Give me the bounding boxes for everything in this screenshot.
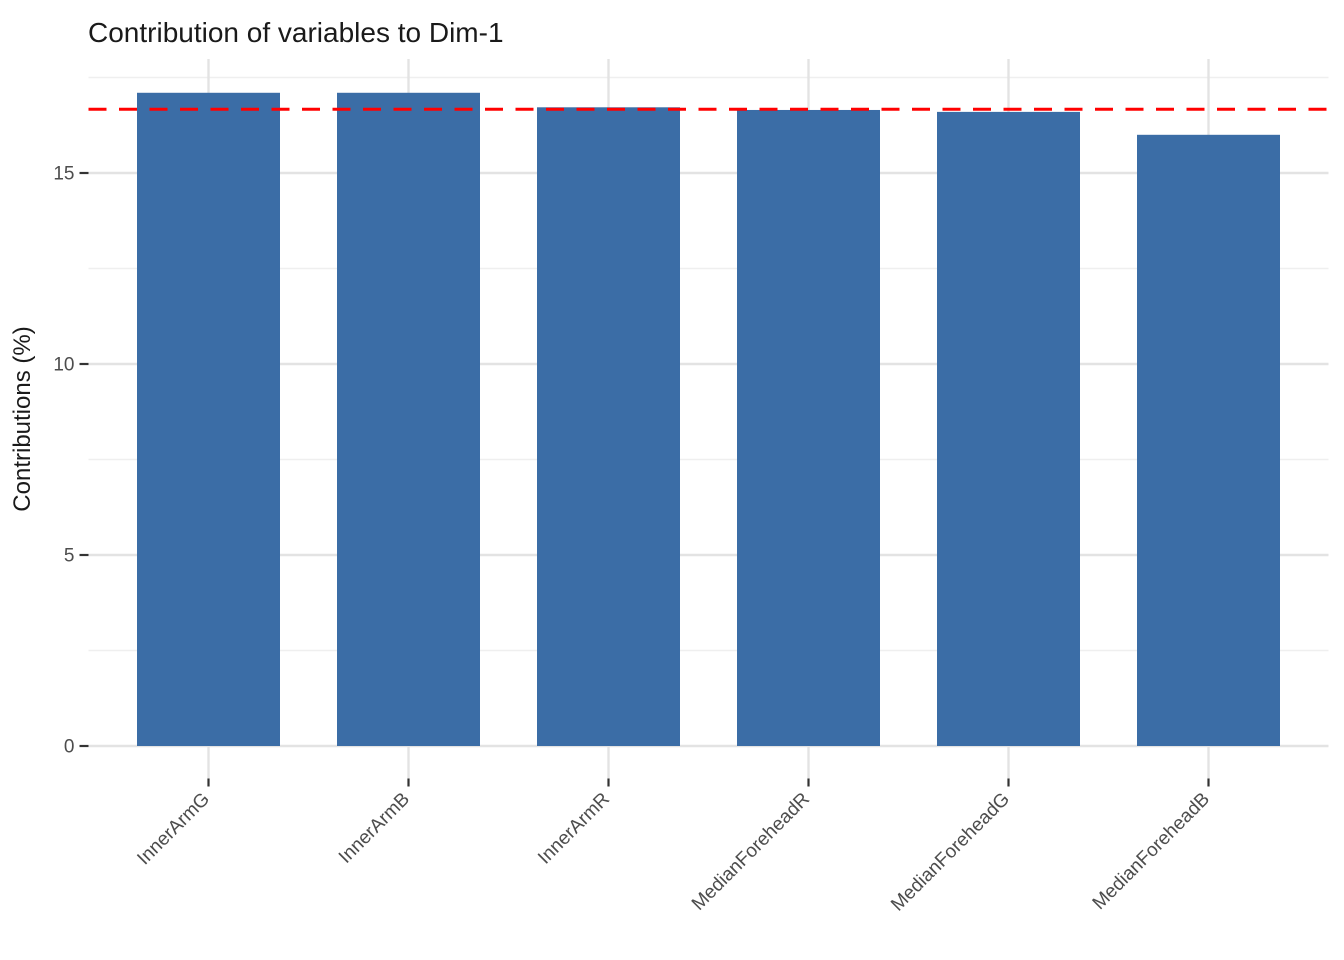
x-tick-label-MedianForeheadG: MedianForeheadG [887,789,1014,916]
bars-group [137,92,1280,747]
y-axis-title: Contributions (%) [9,326,36,511]
bar-InnerArmB [337,92,480,746]
y-axis-ticks-group [79,171,89,748]
bar-MedianForeheadR [737,109,880,747]
x-tick-label-InnerArmG: InnerArmG [133,789,214,870]
grid-minor-group [88,76,1329,652]
x-tick-label-InnerArmR: InnerArmR [534,789,614,869]
bar-MedianForeheadB [1137,134,1280,747]
x-axis-labels-group: InnerArmG InnerArmB InnerArmR MedianForehea… [133,789,1214,916]
grid-major-group [88,171,1329,748]
x-tick-label-MedianForeheadB: MedianForeheadB [1089,789,1214,914]
y-axis-labels-group: 0 5 10 15 [53,164,74,758]
y-tick-label: 0 [64,737,75,758]
bar-MedianForeheadG [937,111,1080,746]
y-tick-label: 10 [53,355,74,376]
y-tick-label: 5 [64,546,75,567]
x-axis-ticks-group [207,778,1210,787]
x-tick-label-InnerArmB: InnerArmB [335,789,414,868]
bar-InnerArmG [137,92,280,746]
chart-title: Contribution of variables to Dim-1 [88,17,504,48]
bar-InnerArmR [537,107,680,746]
y-tick-label: 15 [53,164,74,185]
x-tick-label-MedianForeheadR: MedianForeheadR [688,789,814,915]
